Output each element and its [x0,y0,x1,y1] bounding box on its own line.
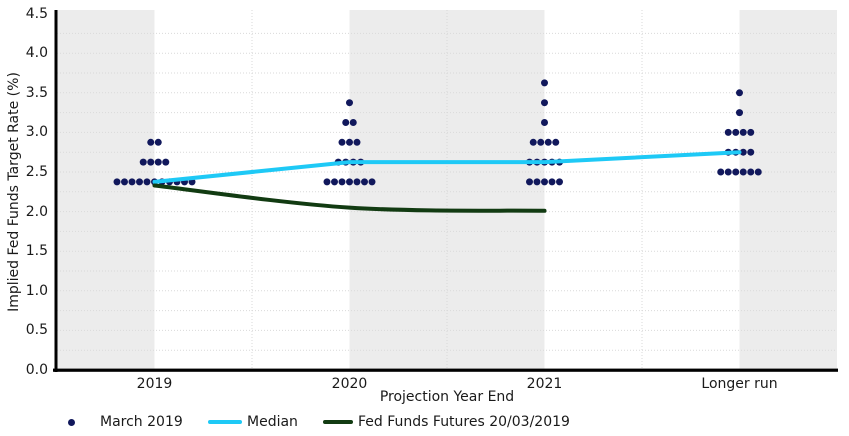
y-tick-label: 2.0 [25,203,48,220]
x-tick-label: 2019 [136,376,173,392]
projection-dot [526,178,533,186]
y-tick-label: 0.0 [25,362,48,378]
projection-dot [739,128,747,136]
y-tick-label: 0.5 [25,322,48,339]
projection-dot [754,168,762,176]
projection-dot [323,178,331,186]
projection-dot [338,138,346,146]
projection-dot [349,119,357,126]
projection-dot [717,168,725,176]
projection-dot [541,119,548,126]
projection-dot [143,178,151,186]
y-tick-label: 4.5 [25,5,48,22]
legend-item-march-2019: March 2019 [68,411,183,433]
y-tick-label: 1.0 [25,282,48,299]
y-tick-label: 3.0 [25,124,48,141]
plot-band [57,10,155,369]
legend-item-median: Median [208,411,298,433]
x-tick-label: 2021 [526,376,563,392]
legend-item-label: Median [247,414,298,430]
projection-dot [732,168,740,176]
projection-dot [147,158,155,166]
projection-dot [533,178,541,186]
projection-dot [346,138,353,146]
projection-dot [736,109,743,117]
projection-dot [747,168,755,176]
projection-dot [361,178,368,186]
y-tick-label: 2.5 [25,164,48,180]
projection-dot [113,178,121,186]
projection-dot [368,178,376,186]
projection-dot [128,178,136,186]
legend-item-label: March 2019 [100,414,183,430]
projection-dot [556,178,563,186]
projection-dot [162,158,170,166]
projection-dot [739,168,747,176]
projection-dot [548,178,556,186]
y-tick-label: 3.5 [25,84,48,101]
projection-dot [338,178,346,186]
x-axis-title: Projection Year End [379,389,515,405]
projection-dot [121,178,128,186]
projection-dot [739,148,747,156]
median-line [152,150,742,184]
legend-line-marker [323,420,353,424]
plot-band [349,10,545,369]
projection-dot [346,99,353,107]
plot-band [739,10,837,369]
projection-dot [154,158,162,166]
legend-item-futures: Fed Funds Futures 20/03/2019 [323,411,570,433]
projection-dot [541,99,548,107]
projection-dot [136,178,143,186]
projection-dot [747,128,755,136]
legend-line-marker [208,420,242,424]
projection-dot [353,138,361,146]
projection-dot [342,119,350,126]
y-axis-title: Implied Fed Funds Target Rate (%) [6,72,22,312]
projection-dot [732,128,740,136]
projection-dot [724,128,732,136]
projection-dot [529,138,537,146]
projection-dot [353,178,361,186]
x-tick-label: 2020 [331,376,368,392]
projection-dot [544,138,552,146]
legend-dot-marker [68,418,75,426]
legend-item-label: Fed Funds Futures 20/03/2019 [358,414,570,430]
y-axis-line [54,10,58,372]
projection-dot [346,178,353,186]
x-axis-line [53,368,838,372]
projection-dot [139,158,147,166]
projection-dot [724,168,732,176]
projection-dot [736,89,743,97]
projection-dot [331,178,338,186]
projection-dot [541,79,548,87]
projection-dot [147,138,155,146]
projection-dot [552,138,560,146]
projection-dot [537,138,545,146]
legend: March 2019 Median Fed Funds Futures 20/0… [0,411,849,433]
x-tick-label: Longer run [701,376,778,392]
projection-dot [541,178,548,186]
projection-dot [747,148,755,156]
y-tick-label: 1.5 [25,243,48,260]
y-tick-label: 4.0 [25,45,48,62]
futures-line [152,183,547,213]
projection-dot [154,138,162,146]
